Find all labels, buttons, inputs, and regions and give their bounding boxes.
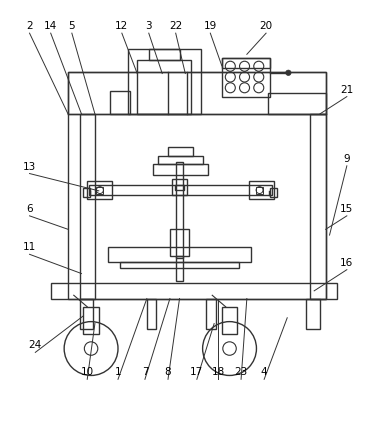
Bar — [89, 185, 272, 195]
Bar — [249, 181, 274, 198]
Text: 14: 14 — [44, 21, 57, 31]
Bar — [149, 48, 179, 60]
Bar — [170, 229, 189, 256]
Bar — [108, 247, 251, 262]
Text: 22: 22 — [169, 21, 182, 31]
Bar — [80, 298, 93, 329]
Bar — [96, 187, 103, 193]
Bar — [207, 298, 216, 329]
Bar — [68, 72, 326, 298]
Bar — [80, 114, 95, 298]
Bar — [222, 307, 237, 334]
Bar — [87, 181, 112, 198]
Bar — [270, 188, 277, 198]
Text: 17: 17 — [190, 367, 203, 377]
Text: 5: 5 — [69, 21, 75, 31]
Bar — [128, 48, 201, 114]
Bar — [310, 114, 326, 298]
Text: 7: 7 — [142, 367, 148, 377]
Text: 19: 19 — [204, 21, 217, 31]
Bar — [120, 262, 239, 268]
Text: 23: 23 — [234, 367, 248, 377]
Text: 6: 6 — [26, 204, 33, 214]
Text: 15: 15 — [340, 204, 354, 214]
Text: 12: 12 — [115, 21, 129, 31]
Text: 2: 2 — [26, 21, 33, 31]
Text: 8: 8 — [165, 367, 171, 377]
Bar — [172, 179, 187, 195]
Bar — [306, 298, 320, 329]
Bar — [152, 164, 208, 176]
Bar — [137, 60, 191, 114]
Text: 10: 10 — [81, 367, 94, 377]
Text: 11: 11 — [23, 243, 36, 252]
Text: 4: 4 — [261, 367, 267, 377]
Bar — [51, 283, 337, 298]
Bar — [158, 156, 203, 164]
Bar — [83, 188, 90, 198]
Bar — [147, 298, 156, 329]
Text: 18: 18 — [212, 367, 225, 377]
Text: 1: 1 — [115, 367, 121, 377]
Bar — [110, 91, 130, 114]
Bar — [256, 187, 263, 193]
Bar — [222, 58, 270, 68]
Circle shape — [286, 70, 291, 75]
Bar — [174, 185, 184, 190]
Text: 3: 3 — [146, 21, 152, 31]
Bar — [222, 58, 270, 97]
Text: 9: 9 — [344, 154, 350, 164]
Text: 13: 13 — [23, 162, 36, 172]
Text: 24: 24 — [29, 340, 42, 351]
Bar — [168, 147, 193, 156]
Text: 16: 16 — [340, 258, 354, 268]
Bar — [176, 256, 183, 281]
Bar — [68, 72, 326, 114]
Text: 21: 21 — [340, 85, 354, 95]
Bar — [268, 93, 326, 114]
Bar — [176, 162, 183, 258]
Bar — [83, 307, 99, 334]
Text: 20: 20 — [259, 21, 273, 31]
